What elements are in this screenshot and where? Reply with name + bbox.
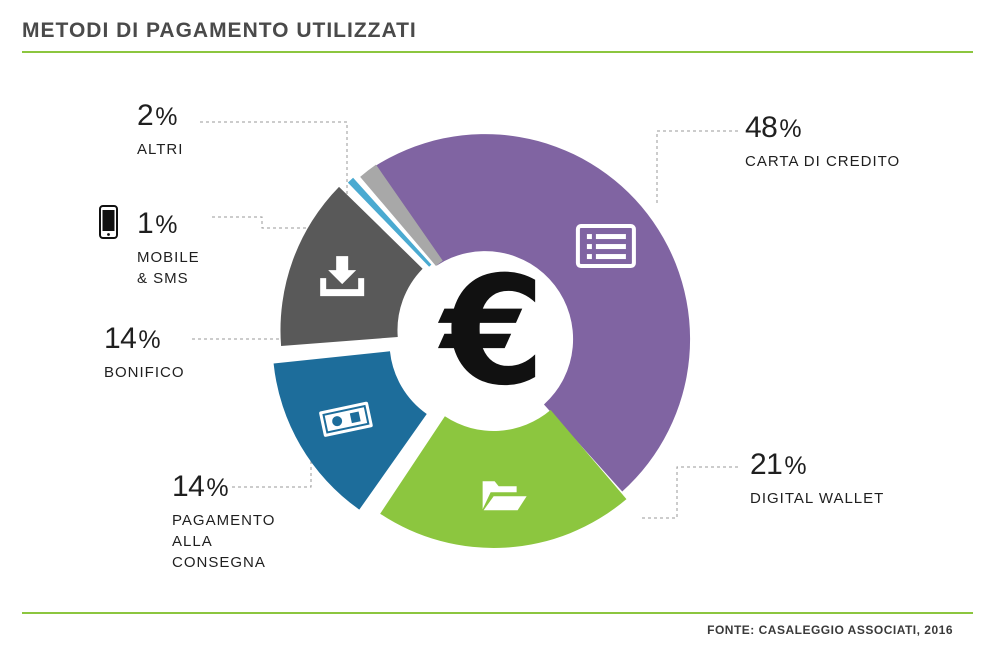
name-altri: ALTRI [137, 141, 184, 158]
label-altri: 2% ALTRI [137, 99, 184, 159]
download-icon [320, 256, 365, 297]
value-bonifico: 14 [104, 322, 137, 355]
slice-digital-wallet [380, 409, 627, 548]
svg-text:€: € [438, 245, 545, 419]
value-pagamento-alla-consegna: 14 [172, 470, 205, 503]
donut-slices [273, 134, 691, 548]
top-divider [22, 51, 973, 53]
value-carta-di-credito: 48 [745, 111, 778, 144]
name-digital-wallet: DIGITAL WALLET [750, 490, 885, 507]
slice-altri [360, 164, 443, 266]
name-carta-di-credito: CARTA DI CREDITO [745, 153, 901, 170]
name-pagamento-alla-consegna: PAGAMENTO ALLA CONSEGNA [172, 512, 276, 571]
value-digital-wallet: 21 [750, 448, 783, 481]
value-mobile-sms: 1 [137, 207, 154, 240]
slice-icons [319, 224, 636, 511]
leader-digital-wallet [640, 466, 738, 519]
name-bonifico: BONIFICO [104, 364, 185, 381]
label-mobile-sms: 1% MOBILE & SMS [137, 207, 200, 288]
credit-card-icon [575, 224, 636, 269]
source-note: FONTE: CASALEGGIO ASSOCIATI, 2016 [707, 623, 953, 637]
banknote-icon [319, 401, 373, 437]
leader-carta-di-credito [656, 130, 738, 205]
label-carta-di-credito: 48% CARTA DI CREDITO [745, 111, 901, 171]
slice-mobile-sms [347, 177, 432, 267]
leader-mobile-sms [212, 216, 312, 229]
leader-altri [200, 121, 348, 207]
label-digital-wallet: 21% DIGITAL WALLET [750, 448, 885, 508]
value-altri: 2 [137, 99, 154, 132]
mobile-phone-icon [99, 205, 118, 239]
slice-bonifico [280, 186, 423, 346]
label-bonifico: 14% BONIFICO [104, 322, 185, 382]
folder-icon [482, 481, 527, 511]
bottom-divider [22, 612, 973, 614]
slice-carta-di-credito [372, 134, 691, 492]
euro-icon: € [438, 245, 545, 419]
label-pagamento-alla-consegna: 14% PAGAMENTO ALLA CONSEGNA [172, 470, 276, 572]
chart-title: METODI DI PAGAMENTO UTILIZZATI [22, 19, 417, 42]
name-mobile-sms: MOBILE & SMS [137, 249, 200, 287]
